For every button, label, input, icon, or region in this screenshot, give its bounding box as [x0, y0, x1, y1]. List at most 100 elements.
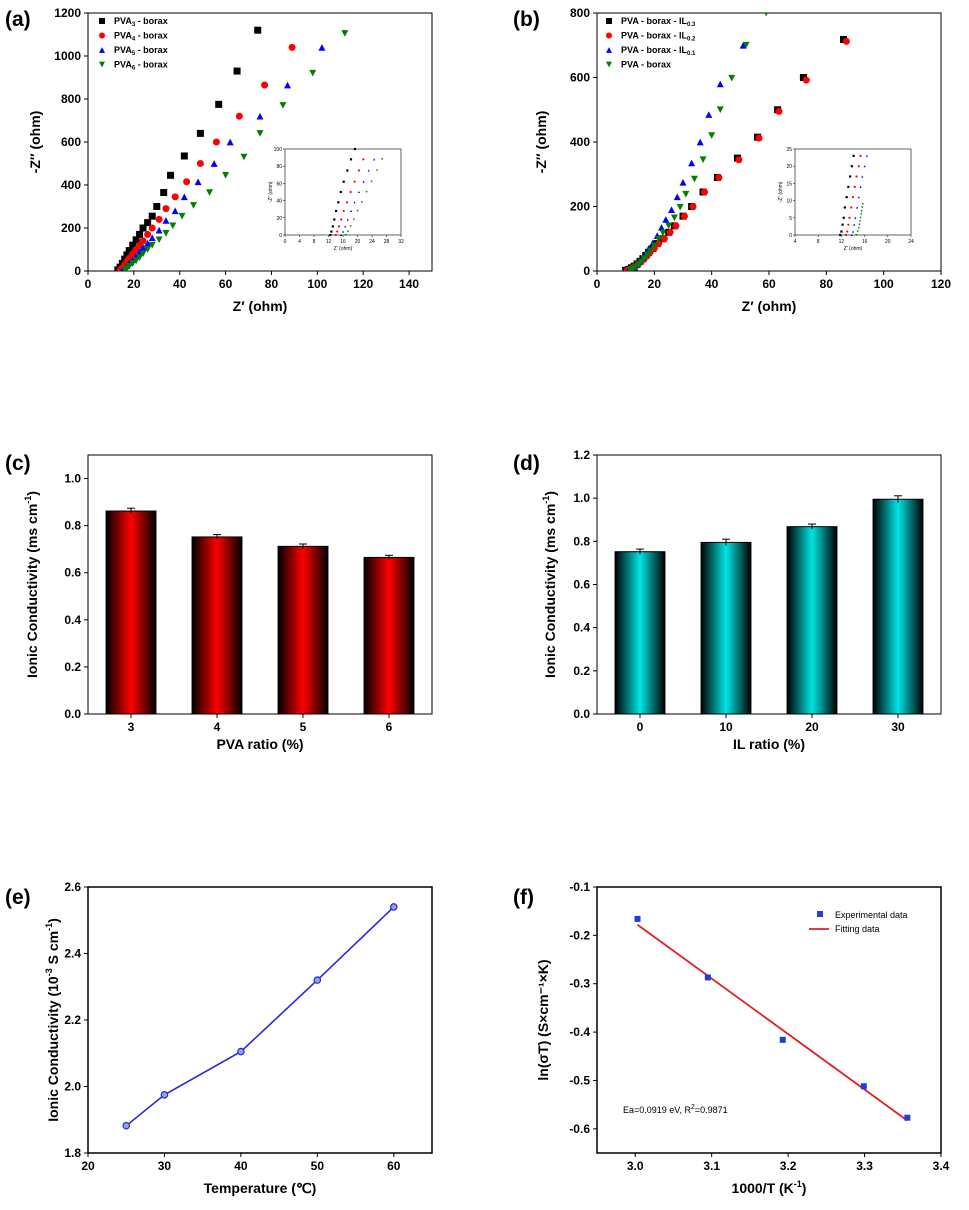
data-point: [240, 153, 248, 161]
inset-data-point: [341, 230, 345, 233]
data-point: [180, 193, 188, 201]
data-point: [139, 250, 147, 258]
x-tick-label: 5: [300, 720, 307, 734]
inset-data-point: [342, 209, 345, 213]
data-point: [739, 41, 747, 49]
data-point: [171, 193, 179, 201]
data-point: [775, 107, 783, 115]
y-tick-label: -0.1: [569, 880, 590, 894]
annotation-superscript: 2: [691, 1104, 695, 1111]
inset-y-tick-label: 40: [276, 199, 282, 205]
data-point: [144, 230, 152, 238]
x-axis-label: IL ratio (%): [733, 736, 805, 752]
inset-data-point: [353, 201, 356, 204]
data-point: [148, 234, 156, 241]
data-point: [226, 138, 234, 146]
data-point: [129, 241, 137, 249]
inset-y-tick-label: 25: [786, 147, 792, 153]
y-tick-label: 0.6: [573, 578, 590, 592]
panel-label: (b): [513, 8, 540, 31]
inset-data-point: [334, 233, 337, 237]
legend-label: PVA4 - borax: [114, 31, 168, 43]
data-point: [167, 171, 175, 179]
inset-data-point: [857, 165, 860, 168]
x-axis-label: Z′ (ohm): [742, 298, 797, 314]
y-axis-label: Ionic Conductivity (ms cm-1): [541, 491, 558, 678]
y-tick-label: 0.2: [64, 660, 81, 674]
inset-data-point: [353, 180, 356, 183]
inset-x-tick-label: 0: [284, 239, 287, 245]
inset-data-point: [855, 206, 859, 209]
panel-label: (d): [513, 452, 540, 475]
legend-marker: [606, 18, 612, 24]
data-point: [708, 132, 716, 139]
x-tick-label: 50: [311, 1159, 325, 1173]
legend-label-subscript: 0.2: [687, 37, 696, 43]
y-axis-label: -Z″ (ohm): [533, 111, 549, 174]
data-point: [254, 26, 262, 34]
x-axis-label-main: 1000/T (K: [732, 1180, 794, 1196]
y-axis-label-superscript: -3: [44, 968, 54, 976]
data-point: [180, 152, 188, 160]
data-point: [183, 178, 191, 186]
y-tick-label: -0.6: [569, 1122, 590, 1136]
data-point: [284, 81, 292, 89]
panel-label: (c): [5, 452, 31, 475]
inset-data-point: [841, 223, 844, 226]
x-axis-label-superscript: -1: [794, 1179, 802, 1189]
y-tick-label: 400: [570, 135, 590, 149]
inset-data-point: [844, 233, 848, 237]
inset-data-point: [843, 206, 846, 209]
data-point: [389, 903, 398, 911]
x-tick-label: 3.0: [627, 1159, 644, 1173]
inset-frame: [794, 148, 912, 236]
data-point: [178, 212, 186, 220]
x-tick-label: 0: [594, 277, 601, 291]
inset-data-point: [329, 233, 332, 237]
inset-x-tick-label: 8: [817, 239, 820, 245]
data-point: [144, 219, 152, 227]
x-tick-label: 100: [874, 277, 894, 291]
legend-label: PVA - borax - IL0.1: [621, 45, 696, 57]
inset-x-tick-label: 12: [839, 239, 845, 245]
data-point: [728, 74, 736, 82]
data-point: [341, 30, 349, 37]
legend-label-subscript: 4: [132, 37, 136, 43]
data-point: [313, 976, 322, 984]
data-point: [153, 203, 161, 210]
data-point: [688, 159, 696, 167]
inset-data-point: [858, 223, 861, 226]
inset-data-point: [840, 230, 843, 233]
data-point: [139, 244, 147, 251]
x-tick-label: 3.2: [780, 1159, 797, 1173]
inset-x-tick-label: 4: [298, 239, 301, 245]
bar: [191, 536, 243, 715]
legend-label: Experimental data: [835, 910, 908, 920]
plot-frame: [87, 886, 433, 1154]
legend-marker: [606, 32, 612, 39]
legend-marker: [99, 47, 105, 53]
y-tick-label: 0.8: [64, 519, 81, 533]
annotation-main: Ea=0.0919 eV, R: [623, 1105, 691, 1115]
x-tick-label: 20: [805, 720, 819, 734]
y-tick-label: 2.2: [64, 1013, 81, 1027]
inset-data-point: [340, 233, 343, 237]
x-tick-label: 80: [820, 277, 834, 291]
legend-label-base: PVA: [114, 60, 132, 70]
data-point: [682, 190, 690, 198]
x-tick-label: 3: [128, 720, 135, 734]
inset-data-point: [344, 225, 347, 228]
inset-data-point: [859, 216, 862, 219]
data-point: [160, 1091, 169, 1099]
y-tick-label: 1.2: [573, 448, 590, 462]
data-point: [279, 102, 287, 109]
data-point: [132, 236, 140, 244]
data-point: [705, 111, 713, 118]
data-point: [162, 217, 170, 224]
inset-x-tick-label: 24: [369, 239, 375, 245]
y-axis-label: Ionic Conductivity (ms cm-1): [23, 491, 40, 678]
y-tick-label: 800: [61, 92, 81, 106]
data-point: [215, 100, 223, 108]
inset-data-point: [336, 230, 339, 233]
